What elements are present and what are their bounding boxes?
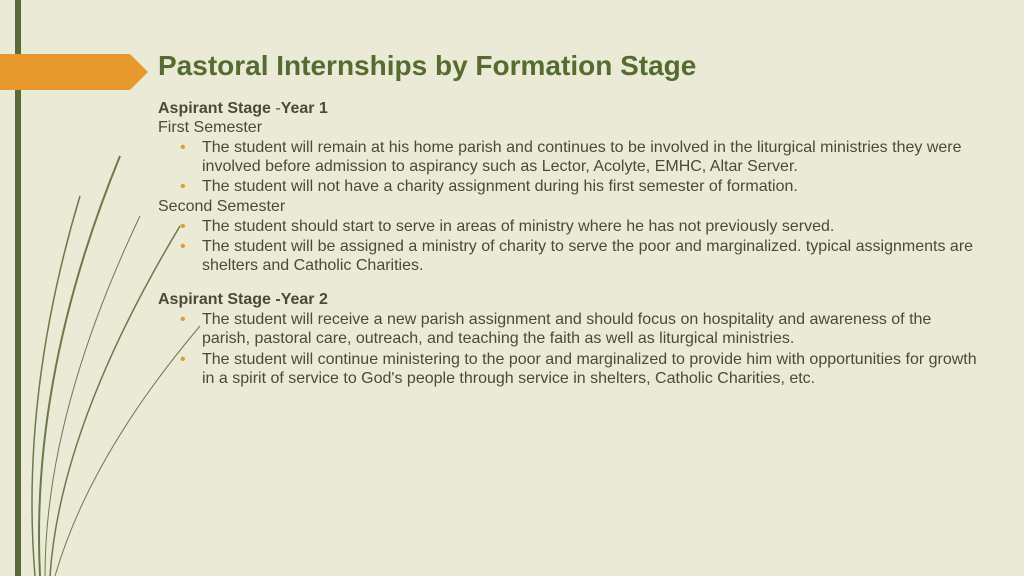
bullet-item: The student will not have a charity assi…	[158, 177, 978, 196]
slide-content: Pastoral Internships by Formation Stage …	[158, 50, 978, 388]
stage-2-name: Aspirant Stage -Year 2	[158, 291, 328, 308]
bullet-item: The student will continue ministering to…	[158, 350, 978, 388]
semester-1-list: The student will remain at his home pari…	[158, 138, 978, 197]
bullet-item: The student will be assigned a ministry …	[158, 237, 978, 275]
stage-2-heading: Aspirant Stage -Year 2	[158, 291, 978, 309]
semester-1-label: First Semester	[158, 119, 978, 137]
stage-1-sep: -	[271, 100, 281, 117]
stage-1-name: Aspirant Stage	[158, 100, 271, 117]
stage-1-heading: Aspirant Stage -Year 1	[158, 100, 978, 118]
bullet-item: The student will remain at his home pari…	[158, 138, 978, 176]
title-banner-arrow	[130, 54, 148, 90]
bullet-item: The student will receive a new parish as…	[158, 310, 978, 348]
title-banner	[0, 54, 130, 90]
slide-title: Pastoral Internships by Formation Stage	[158, 50, 978, 82]
stage-2-list: The student will receive a new parish as…	[158, 310, 978, 388]
stage-1-year: Year 1	[281, 100, 328, 117]
bullet-item: The student should start to serve in are…	[158, 217, 978, 236]
semester-2-label: Second Semester	[158, 198, 978, 216]
semester-2-list: The student should start to serve in are…	[158, 217, 978, 276]
